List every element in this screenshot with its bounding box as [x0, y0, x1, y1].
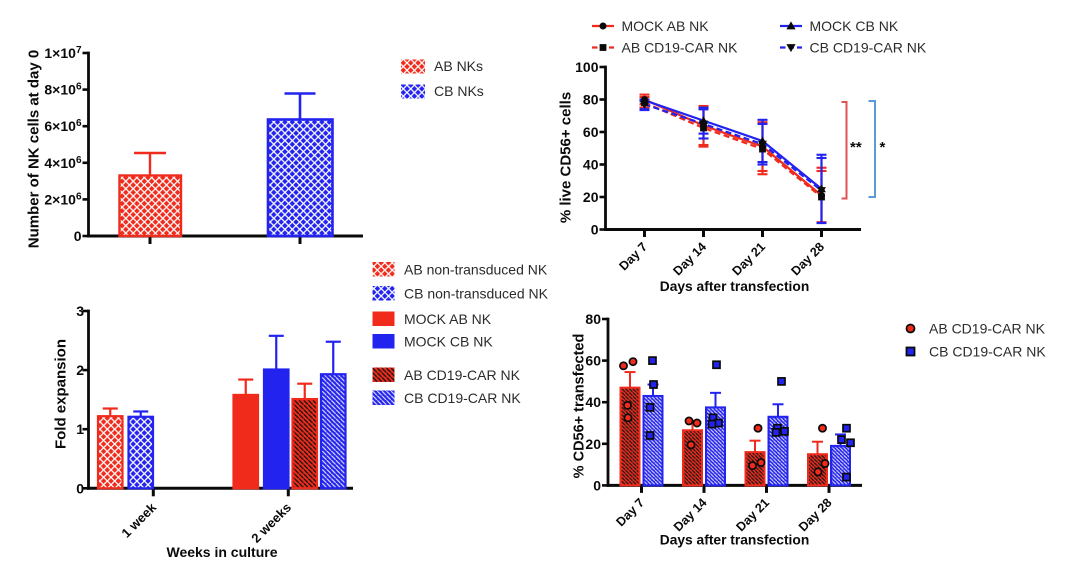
svg-text:6×106: 6×106: [44, 118, 82, 134]
svg-text:40: 40: [585, 394, 601, 410]
svg-text:Number of NK cells at day 0: Number of NK cells at day 0: [26, 50, 43, 248]
svg-text:2: 2: [76, 362, 84, 378]
svg-text:% CD56+ transfected: % CD56+ transfected: [572, 334, 588, 479]
svg-text:Weeks in culture: Weeks in culture: [166, 544, 277, 560]
svg-text:MOCK AB NK: MOCK AB NK: [622, 18, 710, 34]
svg-text:Fold expansion: Fold expansion: [53, 339, 70, 449]
svg-text:8×106: 8×106: [44, 82, 82, 98]
svg-text:AB NKs: AB NKs: [434, 58, 483, 74]
svg-text:20: 20: [585, 436, 601, 452]
svg-text:CB CD19-CAR NK: CB CD19-CAR NK: [929, 344, 1046, 360]
svg-text:CB CD19-CAR NK: CB CD19-CAR NK: [810, 40, 927, 56]
svg-text:80: 80: [585, 311, 601, 327]
svg-text:MOCK CB NK: MOCK CB NK: [404, 334, 493, 350]
svg-text:% live CD56+ cells: % live CD56+ cells: [558, 92, 575, 223]
svg-text:2×106: 2×106: [44, 191, 82, 207]
svg-text:MOCK AB NK: MOCK AB NK: [404, 311, 492, 327]
svg-text:1×107: 1×107: [44, 45, 82, 61]
svg-text:1: 1: [76, 421, 84, 437]
svg-text:AB CD19-CAR NK: AB CD19-CAR NK: [622, 40, 739, 56]
svg-text:**: **: [850, 139, 862, 156]
svg-text:Days after transfection: Days after transfection: [660, 533, 810, 548]
svg-text:0: 0: [76, 480, 84, 496]
svg-text:3: 3: [76, 303, 84, 319]
svg-text:20: 20: [583, 189, 599, 205]
svg-text:CB NKs: CB NKs: [434, 83, 484, 99]
svg-text:AB CD19-CAR NK: AB CD19-CAR NK: [404, 367, 521, 383]
svg-text:60: 60: [585, 353, 601, 369]
svg-text:4×106: 4×106: [44, 155, 82, 171]
svg-text:Days after transfection: Days after transfection: [660, 279, 810, 294]
svg-text:100: 100: [575, 59, 599, 75]
svg-text:40: 40: [583, 157, 599, 173]
svg-text:80: 80: [583, 92, 599, 108]
svg-text:MOCK CB NK: MOCK CB NK: [810, 18, 899, 34]
svg-text:CB CD19-CAR NK: CB CD19-CAR NK: [404, 390, 521, 406]
svg-text:AB CD19-CAR NK: AB CD19-CAR NK: [929, 321, 1046, 337]
svg-text:AB non-transduced NK: AB non-transduced NK: [404, 262, 548, 278]
svg-text:0: 0: [593, 477, 601, 493]
svg-text:0: 0: [591, 222, 599, 238]
svg-text:*: *: [880, 139, 886, 156]
svg-text:CB non-transduced NK: CB non-transduced NK: [404, 286, 549, 302]
svg-text:0: 0: [74, 228, 82, 244]
svg-text:60: 60: [583, 124, 599, 140]
